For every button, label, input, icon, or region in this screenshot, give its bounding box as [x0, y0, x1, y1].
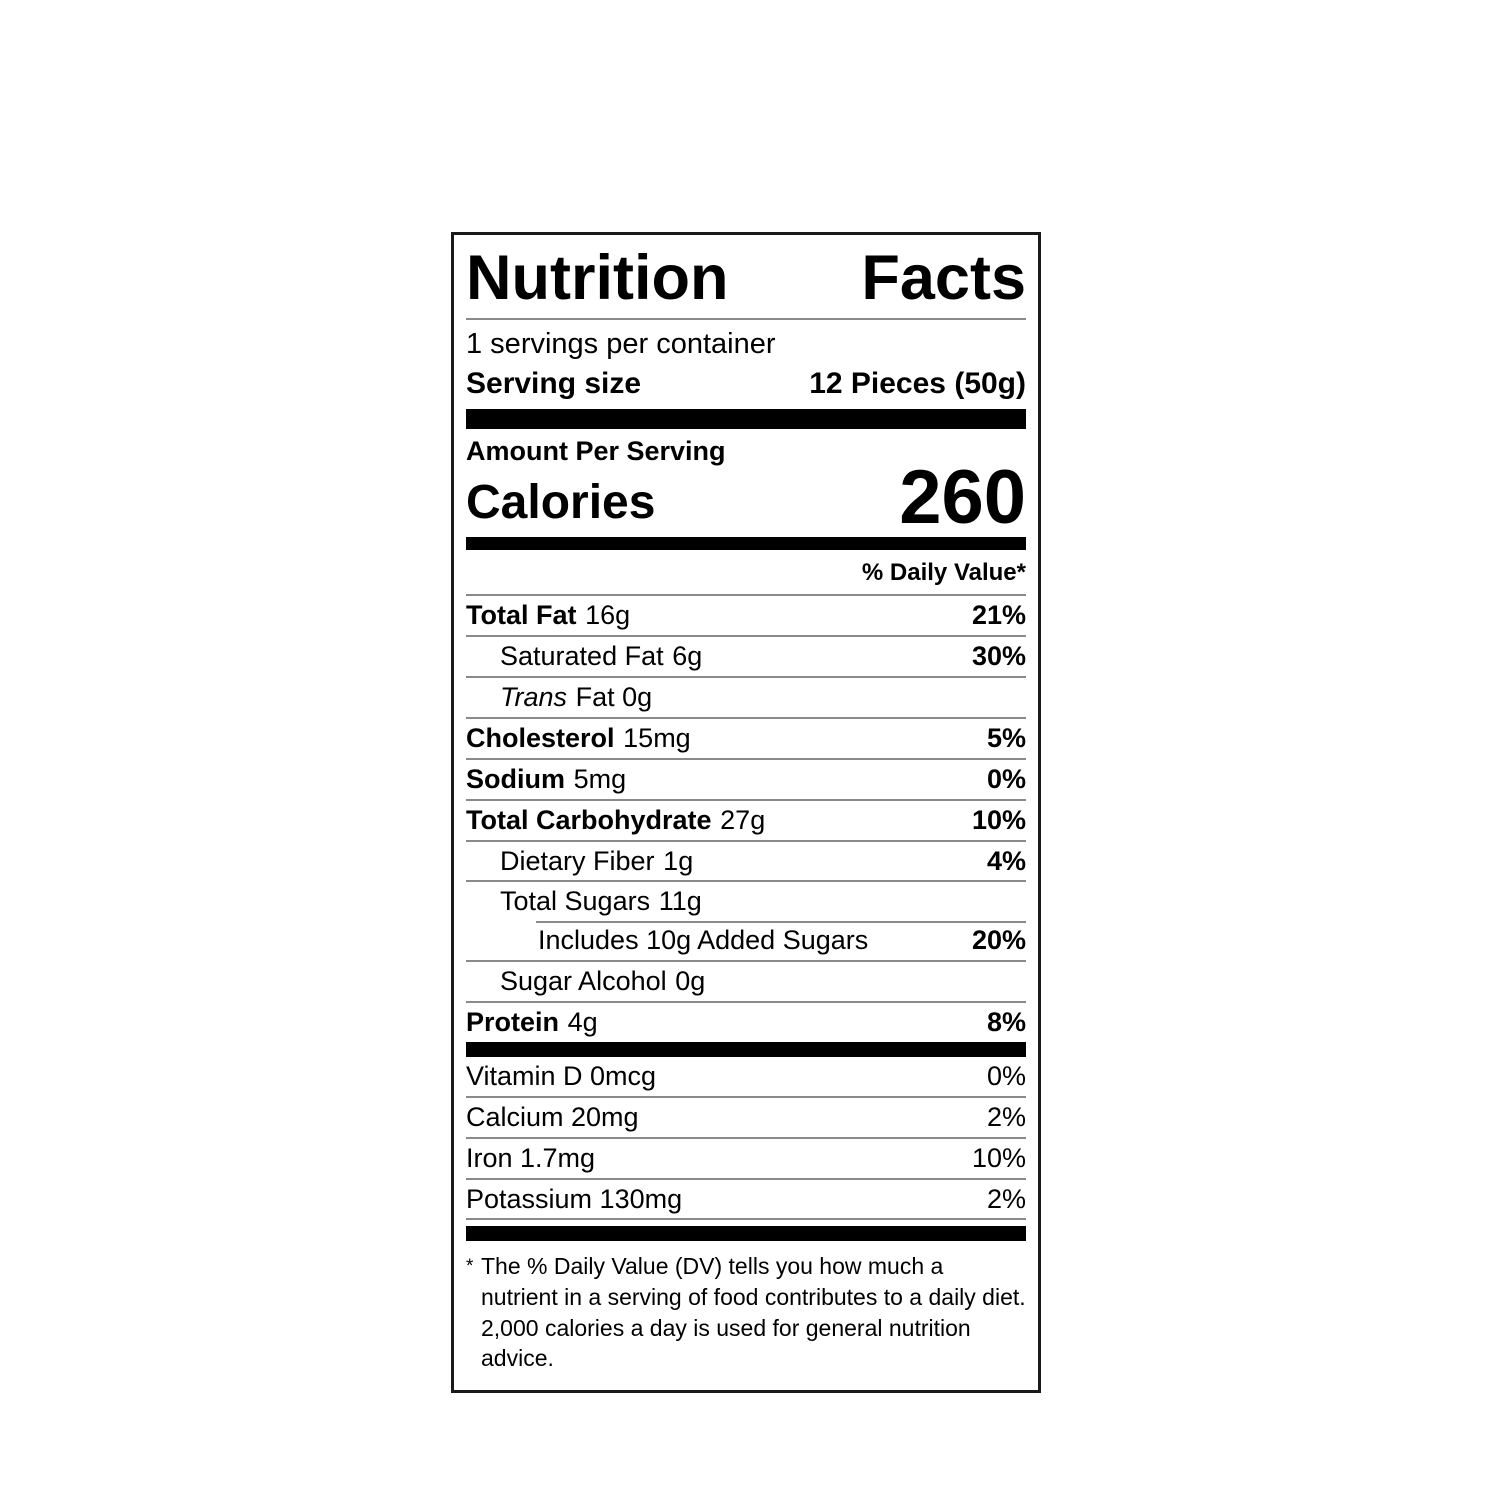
thick-bar-footnote [466, 1226, 1026, 1242]
label-title: Nutrition Facts [466, 243, 1026, 313]
nutrient-name: Trans Fat 0g [500, 682, 653, 713]
row-saturated-fat: Saturated Fat 6g 30% [466, 635, 1026, 676]
nutrient-name: Total Fat 16g [466, 600, 631, 631]
nutrient-name: Includes 10g Added Sugars [538, 925, 869, 956]
vitamin-name: Vitamin D 0mcg [466, 1060, 657, 1091]
thick-bar-protein [466, 1041, 1026, 1057]
nutrient-name: Cholesterol 15mg [466, 722, 691, 753]
nutrient-name: Dietary Fiber 1g [500, 845, 694, 876]
footnote-asterisk: * [466, 1256, 474, 1278]
nutrient-name: Protein 4g [466, 1007, 598, 1038]
nutrient-name: Sugar Alcohol 0g [500, 966, 706, 997]
serving-size-row: Serving size 12 Pieces (50g) [466, 363, 1026, 409]
row-protein: Protein 4g 8% [466, 1001, 1026, 1042]
calories-label: Calories [466, 476, 656, 530]
row-trans-fat: Trans Fat 0g [466, 676, 1026, 717]
footnote: * The % Daily Value (DV) tells you how m… [466, 1241, 1026, 1373]
nutrient-dv: 4% [986, 845, 1026, 876]
nutrient-dv: 0% [986, 763, 1026, 794]
vitamin-name: Calcium 20mg [466, 1101, 639, 1132]
nutrient-dv: 20% [971, 925, 1026, 956]
vitamin-dv: 0% [986, 1060, 1026, 1091]
row-dietary-fiber: Dietary Fiber 1g 4% [466, 839, 1026, 881]
row-total-sugars: Total Sugars 11g [466, 880, 1026, 921]
nutrient-dv: 8% [986, 1007, 1026, 1038]
calories-row: Calories 260 [466, 455, 1026, 540]
serving-size-value: 12 Pieces (50g) [809, 367, 1026, 400]
daily-value-header: % Daily Value* [466, 550, 1026, 597]
row-added-sugars: Includes 10g Added Sugars 20% [466, 921, 1026, 961]
thick-bar-top [466, 409, 1026, 429]
nutrient-dv: 10% [971, 804, 1026, 835]
row-vitamin-d: Vitamin D 0mcg 0% [466, 1057, 1026, 1098]
vitamin-dv: 2% [986, 1101, 1026, 1132]
row-sugar-alcohol: Sugar Alcohol 0g [466, 960, 1026, 1001]
row-cholesterol: Cholesterol 15mg 5% [466, 716, 1026, 758]
nutrient-dv: 30% [971, 641, 1026, 672]
row-sodium: Sodium 5mg 0% [466, 757, 1026, 799]
row-potassium: Potassium 130mg 2% [466, 1180, 1026, 1221]
nutrient-name: Total Carbohydrate 27g [466, 804, 766, 835]
thick-bar-calories [466, 537, 1026, 551]
row-calcium: Calcium 20mg 2% [466, 1098, 1026, 1139]
nutrition-facts-label: Nutrition Facts 1 servings per container… [451, 232, 1041, 1393]
nutrient-name: Saturated Fat 6g [500, 641, 703, 672]
nutrient-dv: 21% [971, 600, 1026, 631]
nutrient-name: Total Sugars 11g [500, 886, 702, 917]
row-total-carbohydrate: Total Carbohydrate 27g 10% [466, 798, 1026, 840]
row-iron: Iron 1.7mg 10% [466, 1139, 1026, 1180]
amount-per-serving-label: Amount Per Serving [466, 436, 726, 466]
row-total-fat: Total Fat 16g 21% [466, 596, 1026, 635]
vitamin-dv: 2% [986, 1183, 1026, 1214]
footnote-text: The % Daily Value (DV) tells you how muc… [481, 1253, 1026, 1372]
vitamin-name: Potassium 130mg [466, 1183, 683, 1214]
calories-value: 260 [899, 455, 1026, 540]
divider-under-title [466, 318, 1026, 320]
nutrient-name: Sodium 5mg [466, 763, 627, 794]
vitamin-name: Iron 1.7mg [466, 1142, 596, 1173]
servings-per-container: 1 servings per container [466, 328, 776, 360]
nutrient-dv: 5% [986, 722, 1026, 753]
serving-size-label: Serving size [466, 367, 642, 400]
vitamin-dv: 10% [971, 1142, 1026, 1173]
